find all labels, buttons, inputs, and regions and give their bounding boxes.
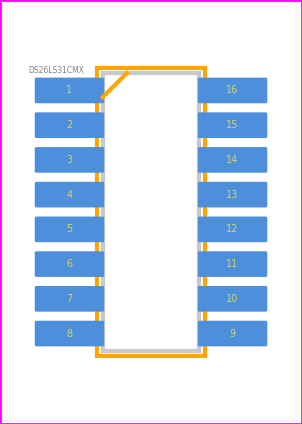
FancyBboxPatch shape	[35, 147, 104, 173]
Text: 6: 6	[66, 259, 72, 269]
Text: 7: 7	[66, 294, 72, 304]
FancyBboxPatch shape	[198, 147, 267, 173]
FancyBboxPatch shape	[35, 251, 104, 277]
FancyBboxPatch shape	[198, 112, 267, 138]
Text: 5: 5	[66, 224, 72, 234]
Text: 9: 9	[230, 329, 236, 338]
Text: 14: 14	[226, 155, 239, 165]
Text: 12: 12	[226, 224, 239, 234]
Text: DS26LS31CMX: DS26LS31CMX	[29, 66, 85, 75]
Text: 2: 2	[66, 120, 72, 130]
FancyBboxPatch shape	[35, 286, 104, 312]
Bar	[97, 68, 205, 356]
Text: 4: 4	[66, 190, 72, 200]
FancyBboxPatch shape	[198, 286, 267, 312]
Text: 13: 13	[226, 190, 239, 200]
Text: 8: 8	[66, 329, 72, 338]
FancyBboxPatch shape	[198, 217, 267, 242]
Text: 3: 3	[66, 155, 72, 165]
FancyBboxPatch shape	[35, 217, 104, 242]
FancyBboxPatch shape	[198, 251, 267, 277]
FancyBboxPatch shape	[35, 321, 104, 346]
Text: 1: 1	[66, 86, 72, 95]
Bar	[103, 73, 199, 351]
Text: 16: 16	[226, 86, 239, 95]
Text: 11: 11	[226, 259, 239, 269]
FancyBboxPatch shape	[198, 182, 267, 207]
FancyBboxPatch shape	[35, 78, 104, 103]
FancyBboxPatch shape	[35, 182, 104, 207]
Text: 15: 15	[226, 120, 239, 130]
Text: 10: 10	[226, 294, 239, 304]
FancyBboxPatch shape	[35, 112, 104, 138]
FancyBboxPatch shape	[198, 321, 267, 346]
FancyBboxPatch shape	[198, 78, 267, 103]
